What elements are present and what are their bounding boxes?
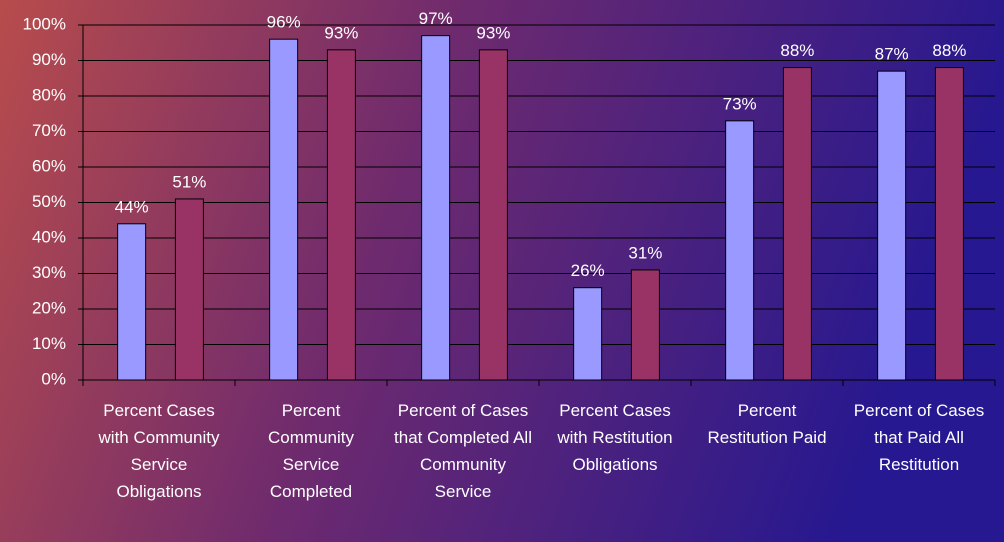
bar xyxy=(326,49,356,381)
y-tick-label: 10% xyxy=(32,334,66,353)
data-label: 93% xyxy=(324,23,358,42)
data-label: 88% xyxy=(780,41,814,60)
bar xyxy=(573,287,603,381)
bar xyxy=(421,35,451,381)
y-tick-label: 90% xyxy=(32,50,66,69)
data-label: 26% xyxy=(571,261,605,280)
y-tick-label: 70% xyxy=(32,121,66,140)
data-label: 73% xyxy=(723,94,757,113)
bar xyxy=(117,223,147,381)
y-tick-label: 30% xyxy=(32,263,66,282)
y-tick-label: 80% xyxy=(32,85,66,104)
x-tick-label: Percent Community Service Completed xyxy=(268,401,354,501)
bar xyxy=(725,120,755,381)
data-label: 31% xyxy=(628,243,662,262)
data-label: 51% xyxy=(172,172,206,191)
y-tick-label: 0% xyxy=(41,369,66,388)
y-tick-label: 100% xyxy=(23,14,66,33)
x-tick-label: Percent Restitution Paid xyxy=(707,401,826,447)
data-label: 96% xyxy=(267,13,301,32)
x-tick-label: Percent Cases with Community Service Obliga… xyxy=(98,401,220,501)
bar xyxy=(269,38,299,381)
bar xyxy=(782,67,812,381)
data-label: 88% xyxy=(932,41,966,60)
data-label: 93% xyxy=(476,23,510,42)
x-tick-label: Percent of Cases that Paid All Restitution xyxy=(854,401,984,474)
x-tick-label: Percent Cases with Restitution Obligations xyxy=(556,401,672,474)
data-label: 44% xyxy=(115,197,149,216)
y-tick-label: 60% xyxy=(32,156,66,175)
y-tick-label: 50% xyxy=(32,192,66,211)
bar xyxy=(630,269,660,381)
data-label: 87% xyxy=(875,45,909,64)
y-tick-label: 40% xyxy=(32,227,66,246)
y-tick-label: 20% xyxy=(32,298,66,317)
x-tick-label: Percent of Cases that Completed All Commun… xyxy=(394,401,532,501)
bar xyxy=(877,70,907,381)
bar xyxy=(174,198,204,381)
bar xyxy=(478,49,508,381)
data-label: 97% xyxy=(419,9,453,28)
bar xyxy=(934,67,964,381)
